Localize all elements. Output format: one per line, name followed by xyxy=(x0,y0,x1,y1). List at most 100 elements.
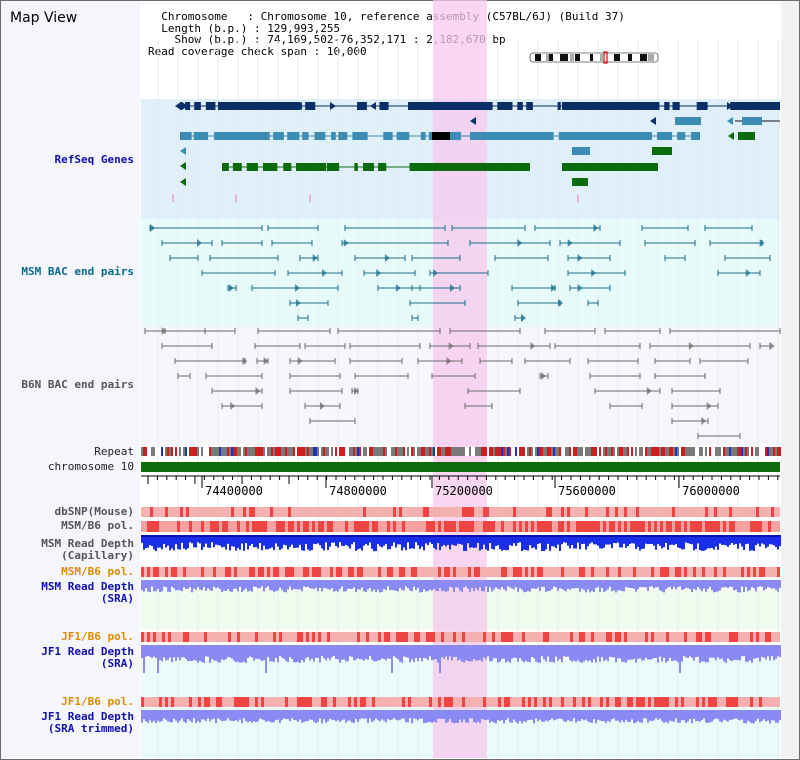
jf1-sra-depth-bar xyxy=(601,645,603,658)
msm-b6-pol-strip xyxy=(759,521,762,532)
msm-capillary-depth-bar xyxy=(217,535,219,546)
jf1-b6-pol-strip xyxy=(723,632,726,642)
jf1-b6-pol-2-label[interactable]: JF1/B6 pol. xyxy=(61,695,134,708)
msm-capillary-depth-bar xyxy=(711,535,713,548)
jf1-sra-depth-bar xyxy=(685,645,687,658)
map-view-title: Map View xyxy=(10,10,78,26)
msm-capillary-depth-bar xyxy=(675,535,677,545)
msm-sra-depth-bar xyxy=(627,580,629,588)
msm-sra-depth-bar xyxy=(291,580,293,591)
refseq-gene-exon xyxy=(363,163,374,171)
jf1-sra-depth-bar xyxy=(739,645,741,661)
jf1-b6-pol-strip xyxy=(561,632,564,642)
refseq-gene-exon xyxy=(326,163,340,171)
jf1-b6-pol-2-strip xyxy=(549,697,552,707)
msm-b6-pol-label[interactable]: MSM/B6 pol. xyxy=(61,519,134,532)
dbsnp-strip xyxy=(231,507,234,517)
msm-b6-pol-2-strip xyxy=(543,567,546,577)
msm-capillary-depth-bar xyxy=(563,535,565,543)
dbsnp-strip xyxy=(153,507,156,517)
repeat-mark xyxy=(685,447,687,456)
jf1-read-depth-trimmed-label-2[interactable]: (SRA trimmed) xyxy=(47,722,134,735)
msm-capillary-depth-bar xyxy=(191,535,193,544)
msm-b6-pol-2-label[interactable]: MSM/B6 pol. xyxy=(61,565,134,578)
jf1-b6-pol-label[interactable]: JF1/B6 pol. xyxy=(61,630,134,643)
jf1-read-depth-sra-label-2[interactable]: (SRA) xyxy=(100,657,134,670)
jf1-trimmed-depth-bar xyxy=(623,710,625,723)
msm-read-depth-sra-label-1[interactable]: MSM Read Depth xyxy=(41,580,134,593)
msm-capillary-depth-bar xyxy=(261,535,263,551)
dbsnp-strip xyxy=(237,507,240,517)
jf1-b6-pol-2-strip xyxy=(615,697,618,707)
jf1-b6-pol-2-strip xyxy=(456,697,459,707)
jf1-read-depth-trimmed-label-1[interactable]: JF1 Read Depth xyxy=(41,710,134,723)
jf1-b6-pol-strip xyxy=(183,632,186,642)
refseq-genes-label[interactable]: RefSeq Genes xyxy=(54,153,134,166)
jf1-b6-pol-strip xyxy=(492,632,495,642)
msm-capillary-depth-bar xyxy=(663,535,665,548)
msm-capillary-depth-bar xyxy=(629,535,631,544)
msm-sra-depth-bar xyxy=(443,580,445,591)
msm-b6-pol-strip xyxy=(270,521,273,532)
jf1-trimmed-depth-bar xyxy=(769,710,771,724)
jf1-sra-depth-bar xyxy=(403,645,405,657)
jf1-b6-pol-strip xyxy=(303,632,306,642)
dbsnp-strip xyxy=(546,507,549,517)
jf1-b6-pol-strip xyxy=(297,632,300,642)
jf1-sra-depth-bar xyxy=(179,645,181,661)
repeat-mark xyxy=(401,447,403,456)
msm-capillary-depth-bar xyxy=(573,535,575,549)
msm-read-depth-sra-label-2[interactable]: (SRA) xyxy=(100,592,134,605)
msm-b6-pol-2-strip xyxy=(267,567,270,577)
dbsnp-strip xyxy=(777,507,780,517)
jf1-sra-depth-bar xyxy=(643,645,645,661)
msm-read-depth-capillary-label-1[interactable]: MSM Read Depth xyxy=(41,537,134,550)
jf1-sra-depth-bar xyxy=(615,645,617,663)
jf1-sra-depth-bar xyxy=(589,645,591,661)
jf1-b6-pol-2-strip xyxy=(561,697,564,707)
msm-capillary-depth-bar xyxy=(337,535,339,548)
repeat-mark xyxy=(451,447,453,456)
msm-b6-pol-2-strip xyxy=(156,567,159,577)
jf1-trimmed-depth-bar xyxy=(205,710,207,721)
msm-read-depth-capillary-label-2[interactable]: (Capillary) xyxy=(61,549,134,562)
msm-sra-depth-bar xyxy=(273,580,275,593)
jf1-sra-depth-bar xyxy=(611,645,613,658)
msm-bac-end-pairs-label[interactable]: MSM BAC end pairs xyxy=(21,265,134,278)
repeat-mark xyxy=(225,447,227,456)
jf1-sra-depth-bar xyxy=(475,645,477,661)
jf1-b6-pol-strip xyxy=(762,632,765,642)
b6n-bac-end-pairs-label[interactable]: B6N BAC end pairs xyxy=(21,378,134,391)
gene-strand-arrow xyxy=(182,102,188,110)
msm-b6-pol-2-strip xyxy=(516,567,519,577)
jf1-b6-pol-strip xyxy=(333,632,336,642)
repeat-mark xyxy=(549,447,551,456)
msm-sra-depth-bar xyxy=(669,580,671,587)
msm-sra-depth-bar xyxy=(511,580,513,589)
dbsnp-strip xyxy=(621,507,624,517)
msm-b6-pol-strip xyxy=(486,521,489,532)
repeat-mark xyxy=(601,447,603,456)
msm-sra-depth-bar xyxy=(603,580,605,592)
msm-capillary-depth-bar xyxy=(527,535,529,551)
msm-capillary-depth-bar xyxy=(753,535,755,552)
dbsnp-strip xyxy=(486,507,489,517)
msm-b6-pol-2-strip xyxy=(459,567,462,577)
jf1-b6-pol-2-strip xyxy=(681,697,684,707)
msm-sra-depth-bar xyxy=(515,580,517,588)
dbsnp-label[interactable]: dbSNP(Mouse) xyxy=(54,505,134,518)
dbsnp-strip xyxy=(741,507,744,517)
jf1-b6-pol-strip xyxy=(507,632,510,642)
jf1-read-depth-sra-label-1[interactable]: JF1 Read Depth xyxy=(41,645,134,658)
jf1-trimmed-depth-bar xyxy=(359,710,361,720)
jf1-sra-depth-bar xyxy=(347,645,349,662)
jf1-trimmed-depth-bar xyxy=(165,710,167,720)
ideogram-band xyxy=(614,54,620,61)
jf1-b6-pol-2-strip xyxy=(255,697,258,707)
msm-capillary-depth-bar xyxy=(441,535,443,547)
jf1-b6-pol-2-strip xyxy=(570,697,573,707)
msm-b6-pol-strip xyxy=(681,521,684,532)
msm-sra-depth-bar xyxy=(165,580,167,588)
jf1-sra-depth-bar xyxy=(337,645,339,660)
